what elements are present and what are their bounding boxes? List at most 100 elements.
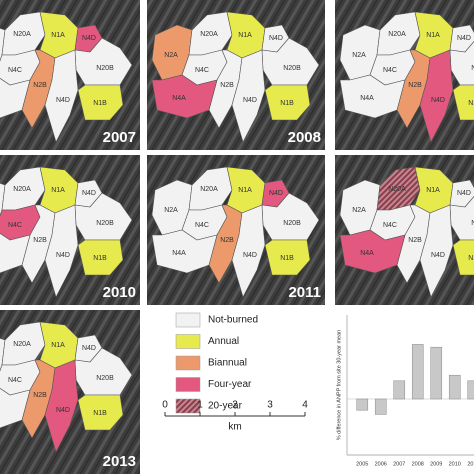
watershed: [0, 232, 31, 274]
watershed-label: N2B: [33, 237, 47, 244]
legend-label: Four-year: [208, 379, 252, 390]
watershed-label: N2B: [220, 82, 234, 89]
watershed-label: N1B: [93, 255, 107, 262]
watershed-label: N1A: [426, 32, 440, 39]
legend-swatch: [175, 398, 201, 414]
watershed: [151, 229, 218, 274]
watershed-label: N4D: [243, 252, 257, 259]
watershed-label: N4D: [269, 190, 283, 197]
watershed-label: N4A: [172, 95, 186, 102]
watershed-label: N1B: [468, 100, 474, 107]
watershed-label: N2B: [408, 237, 422, 244]
watershed-label: N4A: [172, 250, 186, 257]
map-panel: N2A N20A N1A N4D N4C N2B N20B N4D N1B N4A 2011: [147, 155, 325, 305]
watershed-label: N2A: [164, 207, 178, 214]
watershed-label: N1A: [51, 32, 65, 39]
legend-swatch: [175, 355, 201, 371]
watershed-label: N20A: [13, 31, 31, 38]
watershed-label: N1B: [93, 100, 107, 107]
watershed: [339, 229, 406, 274]
watershed-label: N4D: [431, 252, 445, 259]
watershed: [77, 84, 124, 121]
watershed-label: N2B: [33, 392, 47, 399]
legend-swatch: [175, 334, 201, 349]
watershed: [0, 183, 6, 217]
year-label: 2013: [103, 453, 136, 470]
watershed-label: N20A: [388, 31, 406, 38]
legend-swatch: [175, 377, 201, 392]
scale-tick-label: 2: [232, 400, 238, 411]
map-panel: N2AN20AN1AN4DN4CN2BN20BN4DN1BN4A2007: [0, 0, 140, 150]
x-tick-label: 2006: [375, 461, 387, 467]
watershed-label: N20B: [96, 65, 114, 72]
watershed-label: N20A: [200, 186, 218, 193]
watershed-label: N2A: [352, 52, 366, 59]
legend-label: Not-burned: [208, 315, 258, 326]
watershed-label: N4D: [457, 35, 471, 42]
year-label: 2008: [288, 129, 321, 146]
watershed-label: N4D: [431, 97, 445, 104]
watershed-label: N4A: [360, 250, 374, 257]
watershed-label: N1B: [280, 255, 294, 262]
watershed: [419, 204, 454, 298]
watershed-label: N4D: [269, 35, 283, 42]
bar: [467, 380, 474, 400]
watershed-label: N4C: [8, 377, 22, 384]
scale-unit: km: [228, 422, 241, 433]
watershed-label: N1B: [93, 410, 107, 417]
watershed-label: N20A: [13, 341, 31, 348]
watershed-label: N4C: [8, 222, 22, 229]
watershed-label: N4D: [82, 190, 96, 197]
watershed-label: N1A: [51, 342, 65, 349]
watershed: [77, 239, 124, 276]
map-panel: N2AN20AN1AN4DN4CN2BN20BN4DN1BN4A2010: [0, 155, 140, 305]
year-label: 2007: [103, 129, 136, 146]
bar: [356, 398, 369, 411]
watershed-label: N2B: [33, 82, 47, 89]
watershed: [44, 204, 79, 298]
watershed-label: N1A: [238, 32, 252, 39]
watershed-label: N20B: [96, 375, 114, 382]
watershed-label: N1A: [238, 187, 252, 194]
bar: [374, 398, 387, 415]
watershed: [0, 338, 6, 372]
watershed-label: N20B: [471, 220, 474, 227]
watershed-label: N4C: [195, 222, 209, 229]
watershed: [264, 239, 311, 276]
watershed: [452, 84, 474, 121]
watershed-label: N4D: [56, 407, 70, 414]
watershed: [452, 239, 474, 276]
watershed-label: N4D: [82, 345, 96, 352]
bar: [393, 380, 406, 400]
map-panel: N2AN20AN1AN4DN4CN2BN20BN4DN1BN4A2013: [0, 310, 140, 474]
watershed-label: N4C: [195, 67, 209, 74]
watershed-label: N2A: [164, 52, 178, 59]
watershed-label: N2B: [220, 237, 234, 244]
watershed-label: N4C: [8, 67, 22, 74]
x-tick-label: 2010: [449, 461, 461, 467]
watershed-label: N20A: [388, 186, 406, 193]
watershed: [44, 359, 79, 453]
watershed: [151, 74, 218, 119]
legend-label: 20-year: [208, 401, 243, 412]
watershed: [339, 74, 406, 119]
watershed-label: N4C: [383, 222, 397, 229]
x-tick-label: 2009: [430, 461, 442, 467]
x-tick-label: 2007: [393, 461, 405, 467]
watershed-label: N4D: [56, 252, 70, 259]
watershed-label: N4D: [82, 35, 96, 42]
year-label: 2011: [288, 284, 321, 301]
watershed-label: N4D: [457, 190, 471, 197]
watershed: [231, 49, 266, 143]
watershed-label: N4C: [383, 67, 397, 74]
legend-label: Annual: [208, 336, 239, 347]
watershed-label: N4D: [243, 97, 257, 104]
watershed-label: N20B: [283, 65, 301, 72]
